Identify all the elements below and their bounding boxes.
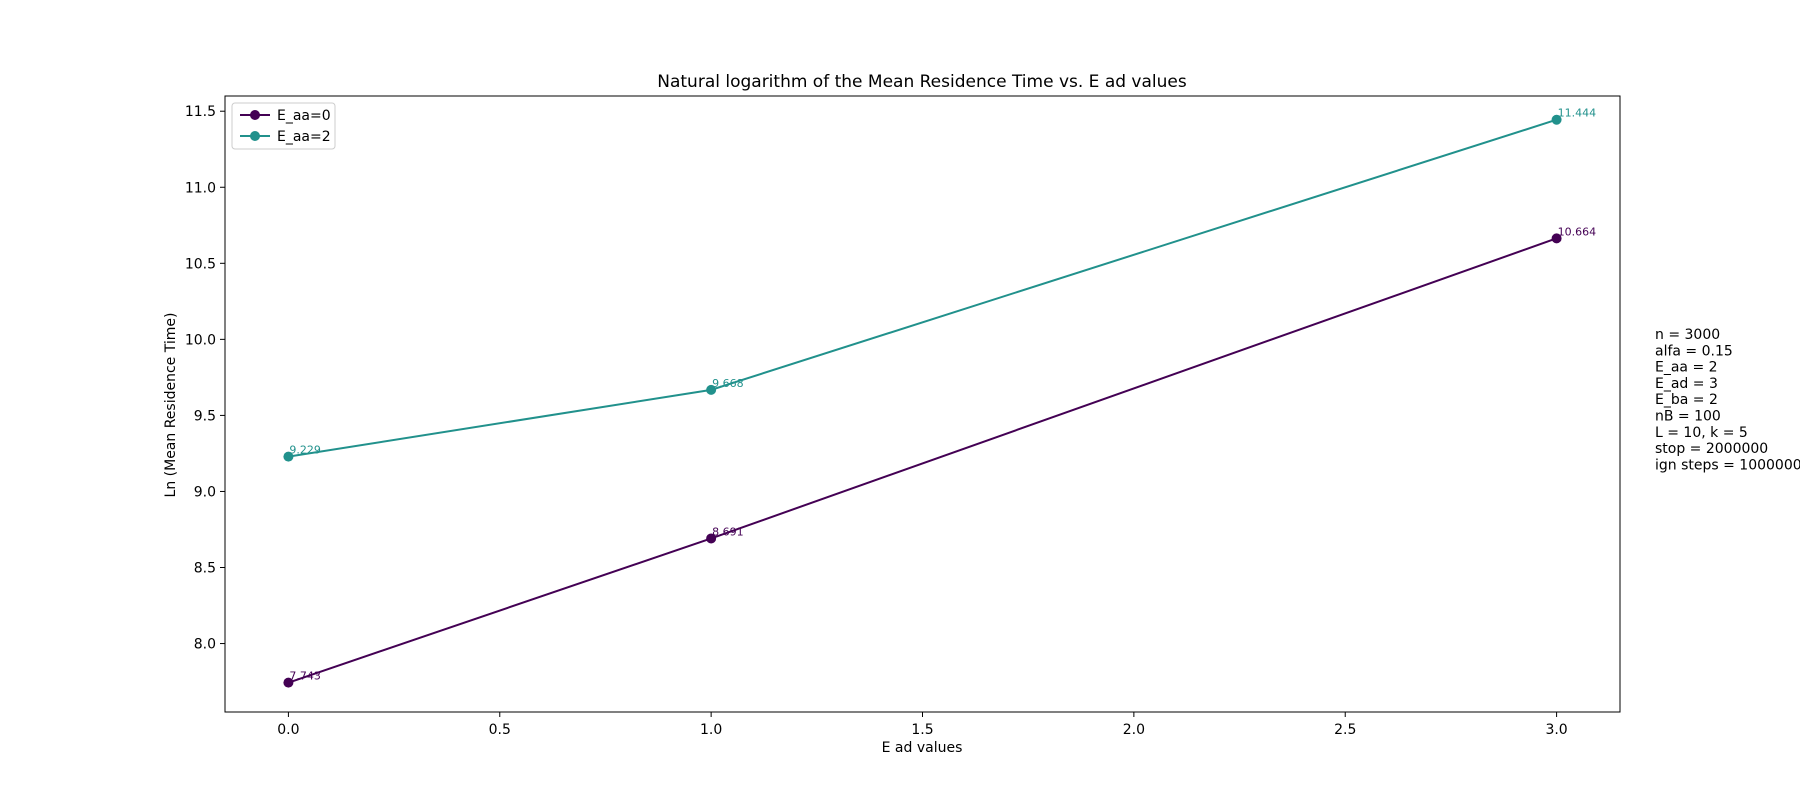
legend-label: E_aa=2 — [277, 129, 331, 145]
data-label: 10.664 — [1558, 225, 1597, 238]
parameter-line: stop = 2000000 — [1655, 441, 1768, 457]
data-point — [283, 451, 294, 462]
parameter-line: E_ad = 3 — [1655, 376, 1718, 392]
y-tick-label: 10.0 — [185, 332, 216, 348]
y-tick-label: 11.0 — [185, 180, 216, 196]
parameter-line: E_ba = 2 — [1655, 392, 1718, 408]
data-label: 11.444 — [1558, 107, 1597, 120]
data-point — [283, 677, 294, 688]
legend-swatch-marker — [250, 110, 260, 120]
y-axis-title: Ln (Mean Residence Time) — [163, 313, 179, 498]
data-label: 9.668 — [712, 377, 744, 390]
data-label: 8.691 — [712, 525, 744, 538]
chart-title: Natural logarithm of the Mean Residence … — [657, 72, 1187, 92]
y-tick-label: 9.5 — [194, 408, 216, 424]
data-point — [706, 533, 717, 544]
plot-area: 0.0 0.5 1.0 1.5 2.0 2.5 3.0 8.0 8.5 9.0 9.5 10.0 10.… — [185, 95, 1621, 738]
data-label: 9.229 — [289, 444, 321, 457]
y-tick-label: 9.0 — [194, 484, 216, 500]
y-tick-label: 8.5 — [194, 561, 216, 577]
x-tick-label: 0.0 — [277, 722, 299, 738]
x-tick-label: 2.0 — [1123, 722, 1145, 738]
data-label: 7.743 — [289, 670, 321, 683]
parameter-line: nB = 100 — [1655, 409, 1721, 425]
x-axis-title: E ad values — [882, 740, 963, 756]
parameter-line: alfa = 0.15 — [1655, 343, 1733, 359]
parameter-line: L = 10, k = 5 — [1655, 425, 1748, 441]
legend-swatch-marker — [250, 131, 260, 141]
parameter-line: n = 3000 — [1655, 327, 1720, 343]
x-tick-label: 1.5 — [911, 722, 933, 738]
legend-label: E_aa=0 — [277, 108, 331, 124]
x-tick-label: 3.0 — [1545, 722, 1567, 738]
y-tick-label: 11.5 — [185, 104, 216, 120]
y-tick-label: 8.0 — [194, 637, 216, 653]
data-point — [1551, 114, 1562, 125]
parameter-line: E_aa = 2 — [1655, 360, 1718, 376]
x-tick-label: 1.0 — [700, 722, 722, 738]
parameter-line: ign steps = 1000000 — [1655, 457, 1800, 473]
x-tick-label: 0.5 — [489, 722, 511, 738]
data-point — [706, 384, 717, 395]
y-tick-label: 10.5 — [185, 256, 216, 272]
data-point — [1551, 233, 1562, 244]
legend: E_aa=0 E_aa=2 — [231, 102, 336, 150]
x-tick-label: 2.5 — [1334, 722, 1356, 738]
